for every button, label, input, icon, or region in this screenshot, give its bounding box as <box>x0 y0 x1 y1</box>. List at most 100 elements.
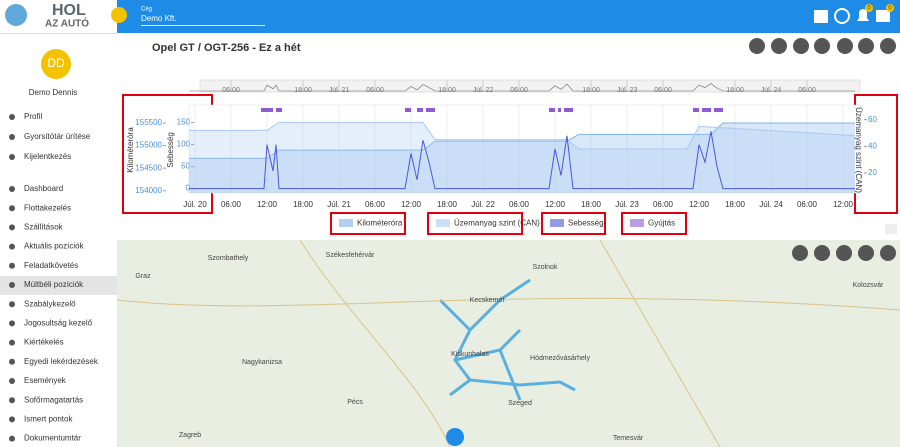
menu-item[interactable]: Feladatkövetés <box>24 261 78 270</box>
y-tick-label: 40 <box>868 141 877 150</box>
badge <box>886 4 894 12</box>
ignition-bar <box>405 108 411 112</box>
ignition-bar <box>276 108 282 112</box>
legend-label[interactable]: Kilométeróra <box>357 219 403 228</box>
map-control[interactable] <box>814 245 830 261</box>
menu-item[interactable]: Flottakezelés <box>24 203 71 212</box>
place-label: Pécs <box>347 399 363 406</box>
y-tick-label: 50 <box>181 162 190 171</box>
toolbar-button[interactable] <box>749 38 765 54</box>
toolbar-button[interactable] <box>771 38 787 54</box>
menu-item[interactable]: Kiértékelés <box>24 338 64 347</box>
navigator-tick-label: Júl. 22 <box>473 87 494 94</box>
menu-icon <box>9 339 15 346</box>
x-tick-label: 06:00 <box>653 200 674 209</box>
menu-icon <box>9 416 15 423</box>
y-tick-label: 155000 <box>135 141 162 150</box>
menu-icon <box>9 262 15 269</box>
navigator-tick-label: 06:00 <box>222 87 240 94</box>
map-control[interactable] <box>880 245 896 261</box>
map-control[interactable] <box>792 245 808 261</box>
x-tick-label: 06:00 <box>221 200 242 209</box>
menu-item[interactable]: Egyedi lekérdezések <box>24 357 99 366</box>
menu-icon <box>9 224 15 231</box>
toolbar-button[interactable] <box>793 38 809 54</box>
menu-item[interactable]: Szállítások <box>24 223 64 232</box>
line <box>189 121 856 150</box>
menu-item[interactable]: Sofőrmagatartás <box>24 395 83 404</box>
active-item-bg <box>0 276 117 295</box>
dashboard-icon[interactable] <box>814 10 828 23</box>
navigator-tick-label: Júl. 24 <box>761 87 782 94</box>
place-label: Szolnok <box>533 264 558 271</box>
collapse-chart[interactable] <box>885 224 897 234</box>
toolbar-button[interactable] <box>858 38 874 54</box>
ignition-bar <box>714 108 723 112</box>
x-tick-label: 12:00 <box>833 200 854 209</box>
ignition-bar <box>702 108 711 112</box>
ignition-bar <box>693 108 699 112</box>
map-control[interactable] <box>858 245 874 261</box>
menu-item[interactable]: Ismert pontok <box>24 415 73 424</box>
x-tick-label: 12:00 <box>401 200 422 209</box>
menu-item[interactable]: Profil <box>24 112 42 121</box>
menu-item[interactable]: Szabálykezelő <box>24 299 76 308</box>
toolbar-button[interactable] <box>880 38 896 54</box>
legend-label[interactable]: Üzemanyag szint (CAN) <box>454 219 540 228</box>
avatar <box>41 49 71 79</box>
input-underline <box>141 25 265 26</box>
area <box>189 122 855 193</box>
x-tick-label: Júl. 24 <box>759 200 783 209</box>
collapse-button[interactable] <box>111 7 127 23</box>
badge-count: 0 <box>888 6 892 12</box>
menu-item[interactable]: Dokumentumtár <box>24 434 81 443</box>
menu-item[interactable]: Események <box>24 376 67 385</box>
user-name: Demo Dennis <box>29 88 77 97</box>
y-tick-label: 154000 <box>135 186 162 195</box>
y-tick-label: 150 <box>177 118 191 127</box>
bell-icon[interactable] <box>857 9 869 21</box>
toolbar-button[interactable] <box>837 38 853 54</box>
chart-title: Opel GT / OGT-256 - Ez a hét <box>152 42 301 54</box>
y-axis-label: Üzemanyag szint (CAN) <box>854 107 863 193</box>
ignition-bar <box>564 108 573 112</box>
x-tick-label: Júl. 22 <box>471 200 495 209</box>
legend-label[interactable]: Gyújtás <box>648 219 675 228</box>
place-label: Temesvár <box>613 435 644 442</box>
help-icon[interactable] <box>834 8 850 24</box>
x-tick-label: 18:00 <box>437 200 458 209</box>
navigator-tick-label: 06:00 <box>510 87 528 94</box>
roads <box>116 239 900 447</box>
toolbar-button[interactable] <box>814 38 830 54</box>
legend-label[interactable]: Sebesség <box>568 219 604 228</box>
y-tick-label: 155500 <box>135 118 162 127</box>
place-label: Nagykanizsa <box>242 359 282 366</box>
x-tick-label: 06:00 <box>797 200 818 209</box>
menu-item[interactable]: Dashboard <box>24 184 63 193</box>
navigator-tick-label: 18:00 <box>438 87 456 94</box>
menu-item[interactable]: Aktuális pozíciók <box>24 242 85 251</box>
badge-count: 0 <box>867 6 871 12</box>
x-tick-label: 18:00 <box>725 200 746 209</box>
menu-item[interactable]: Kijelentkezés <box>24 152 71 161</box>
ignition-bar <box>417 108 423 112</box>
menu-item[interactable]: Múltbéli pozíciók <box>24 280 84 289</box>
line <box>189 122 855 159</box>
highlight-box <box>330 212 406 235</box>
message-icon[interactable] <box>876 10 890 22</box>
navigator-tick-label: Júl. 21 <box>329 87 350 94</box>
menu-icon <box>9 358 15 365</box>
menu-item[interactable]: Jogosultság kezelő <box>24 319 93 328</box>
menu-icon <box>9 301 15 308</box>
divider <box>0 33 117 34</box>
x-tick-label: 12:00 <box>545 200 566 209</box>
map-control[interactable] <box>836 245 852 261</box>
menu-item[interactable]: Gyorsítótár ürítése <box>24 132 91 141</box>
settings-button[interactable] <box>446 428 464 446</box>
ignition-bar <box>549 108 555 112</box>
menu-icon <box>9 114 15 120</box>
ignition-bar <box>426 108 435 112</box>
x-tick-label: 06:00 <box>365 200 386 209</box>
place-label: Kolozsvár <box>853 282 884 289</box>
